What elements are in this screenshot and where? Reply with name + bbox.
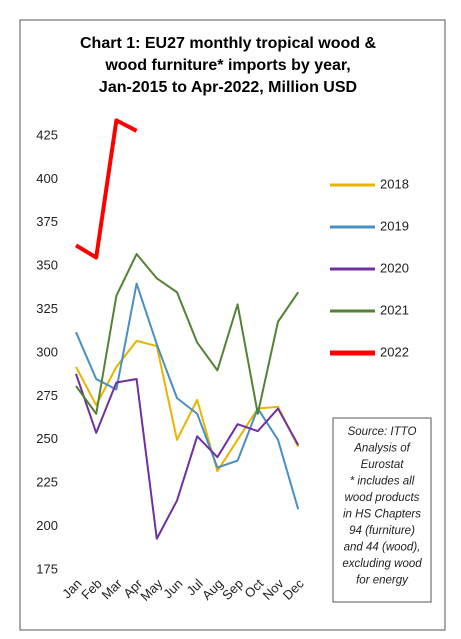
legend-label: 2018: [380, 176, 409, 191]
chart-title: wood furniture* imports by year,: [104, 57, 350, 74]
note-text: and 44 (wood),: [344, 542, 421, 554]
y-tick-label: 300: [36, 344, 58, 359]
y-tick-label: 225: [36, 475, 58, 490]
y-tick-label: 425: [36, 127, 58, 142]
note-box: [332, 417, 432, 603]
legend-label: 2021: [380, 302, 409, 317]
note-text: Source: ITTO: [348, 426, 417, 438]
note-text: 94 (furniture): [349, 525, 415, 537]
x-tick-label: Dec: [280, 576, 307, 603]
legend-label: 2020: [380, 260, 409, 275]
note-text: in HS Chapters: [343, 509, 421, 521]
y-tick-label: 325: [36, 301, 58, 316]
chart-title: Chart 1: EU27 monthly tropical wood &: [80, 35, 376, 52]
series-line: [75, 253, 300, 415]
series-line: [75, 373, 300, 540]
y-tick-label: 200: [36, 518, 58, 533]
y-tick-label: 250: [36, 431, 58, 446]
y-tick-label: 400: [36, 171, 58, 186]
note-text: * includes all: [350, 476, 415, 488]
frame: [19, 19, 446, 631]
note-text: for energy: [356, 575, 409, 587]
y-tick-label: 350: [36, 258, 58, 273]
y-tick-label: 375: [36, 214, 58, 229]
note-text: excluding wood: [342, 558, 422, 570]
series-line: [75, 282, 300, 510]
x-tick-label: Jun: [160, 576, 185, 601]
note-text: Analysis of: [353, 443, 411, 455]
series-line: [74, 118, 138, 260]
series-line: [75, 339, 300, 473]
note-text: Eurostat: [361, 459, 405, 471]
legend-label: 2019: [380, 218, 409, 233]
y-tick-label: 275: [36, 388, 58, 403]
legend-label: 2022: [380, 344, 409, 359]
chart-title: Jan-2015 to Apr-2022, Million USD: [99, 79, 357, 96]
y-tick-label: 175: [36, 561, 58, 576]
note-text: wood products: [345, 492, 420, 504]
